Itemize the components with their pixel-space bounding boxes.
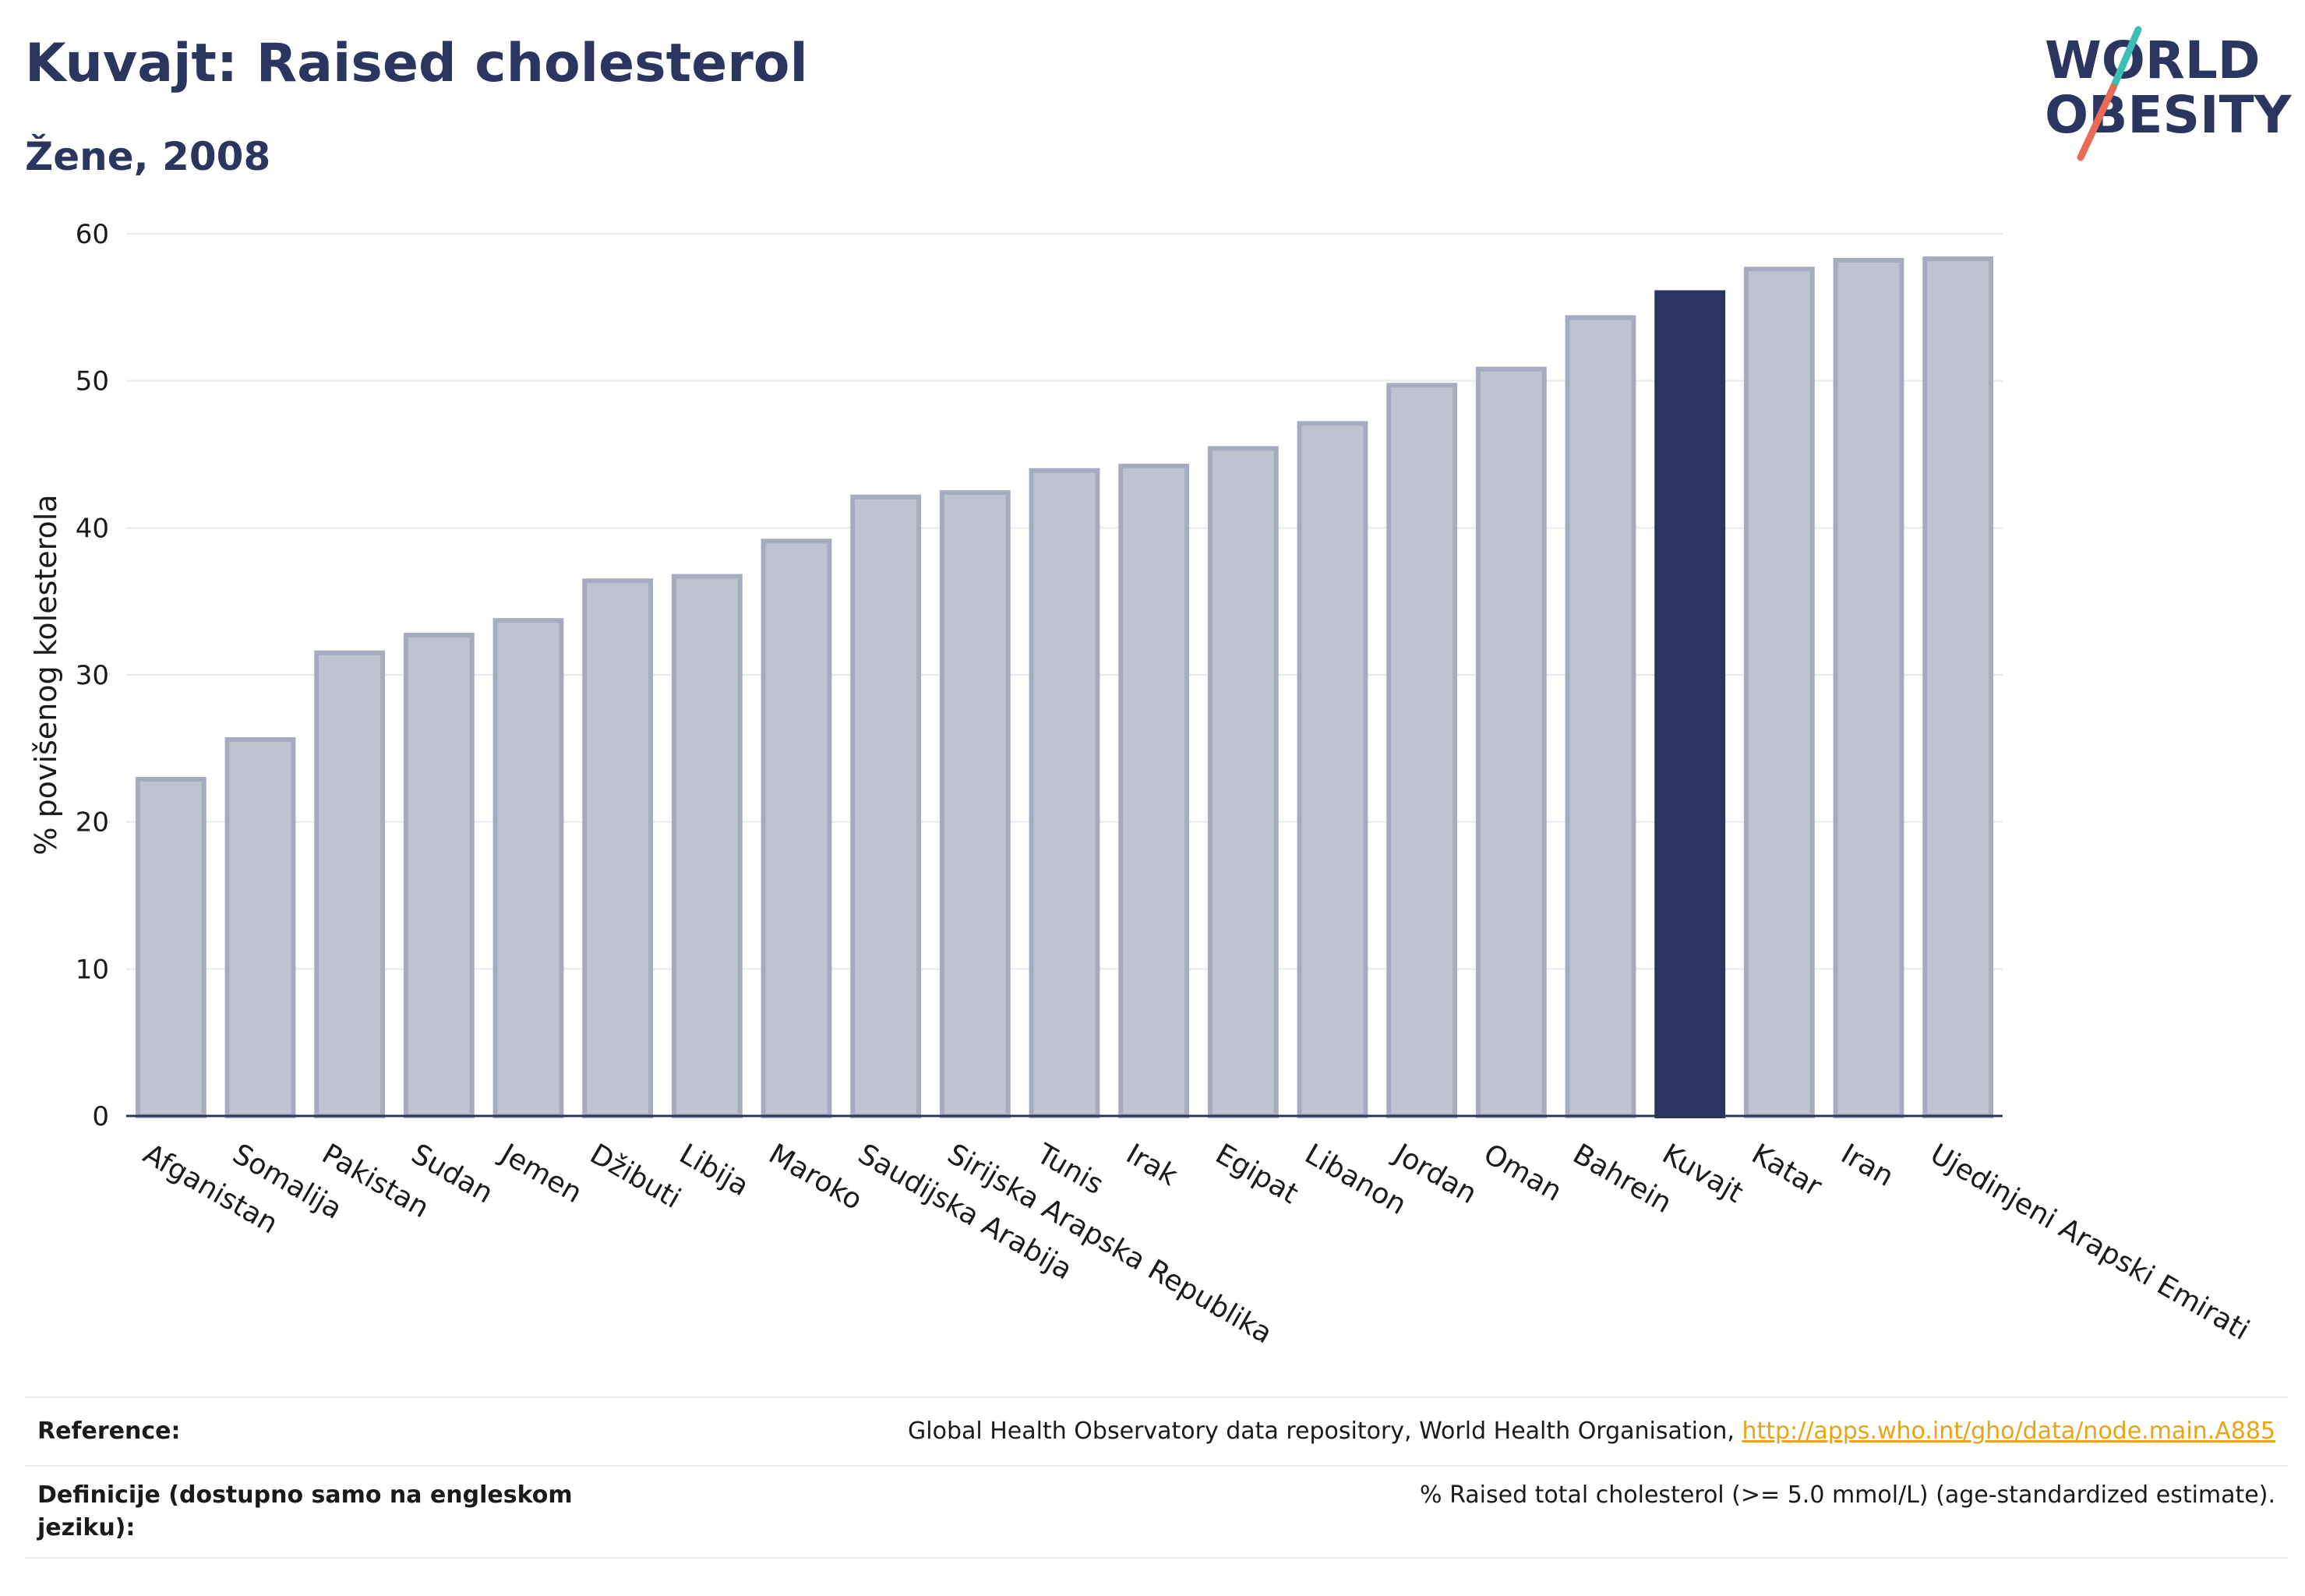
definition-label: Definicije (dostupno samo na engleskom j…: [37, 1481, 573, 1541]
y-tick-label: 60: [76, 219, 109, 250]
bar-saudijska-arabija: [850, 494, 922, 1118]
x-tick-label: Iran: [1836, 1138, 1899, 1193]
y-tick-label: 50: [76, 366, 109, 397]
reference-value: Global Health Observatory data repositor…: [908, 1415, 2275, 1448]
bar-katar: [1743, 267, 1815, 1118]
x-tick-label: Džibuti: [584, 1138, 686, 1215]
bar-somalija: [224, 737, 296, 1118]
bar-libija: [671, 574, 743, 1118]
bar-afganistan: [135, 776, 206, 1118]
reference-link[interactable]: http://apps.who.int/gho/data/node.main.A…: [1742, 1418, 2275, 1445]
bar-chart: 0 10 20 30 40 50 60 AfganistanSomalijaPakistan…: [29, 219, 2254, 1350]
bar-irak: [1118, 464, 1190, 1118]
bar-d-ibuti: [582, 578, 654, 1118]
y-tick-label: 0: [92, 1101, 109, 1132]
logo-slash-teal: [2109, 26, 2142, 91]
chart-title: Kuvajt: Raised cholesterol: [25, 33, 808, 94]
x-tick-label: Ujedinjeni Arapski Emirati: [1925, 1138, 2254, 1347]
reference-label: Reference:: [37, 1418, 181, 1445]
bar-pakistan: [314, 650, 386, 1118]
x-tick-label: Oman: [1478, 1138, 1567, 1208]
y-tick-label: 20: [76, 807, 109, 839]
bar-maroko: [761, 538, 832, 1118]
footer-divider: [25, 1465, 2288, 1467]
chart-subtitle: Žene, 2008: [25, 134, 271, 179]
bar-egipat: [1207, 446, 1279, 1118]
footer-table: Reference: Global Health Observatory dat…: [25, 1396, 2288, 1562]
logo-slash-coral: [2077, 83, 2117, 161]
x-tick-label: Bahrein: [1568, 1138, 1677, 1220]
reference-row: Reference: Global Health Observatory dat…: [25, 1415, 2288, 1462]
y-tick-label: 10: [76, 954, 109, 985]
reference-text: Global Health Observatory data repositor…: [908, 1418, 1742, 1445]
logo-word-world: WORLD: [2045, 30, 2261, 90]
logo-word-obesity: OBESITY: [2045, 85, 2293, 145]
y-axis-ticks: 0 10 20 30 40 50 60: [76, 219, 109, 1132]
bar-bahrein: [1565, 315, 1636, 1118]
bar-oman: [1475, 366, 1547, 1119]
x-tick-label: Jemen: [494, 1137, 588, 1209]
x-tick-label: Maroko: [764, 1138, 868, 1216]
x-tick-label: Irak: [1121, 1138, 1183, 1192]
x-tick-label: Egipat: [1210, 1138, 1304, 1210]
bar-jemen: [492, 618, 564, 1118]
bar-ujedinjeni-arapski-emirati: [1922, 256, 1994, 1118]
definition-row: Definicije (dostupno samo na engleskom j…: [25, 1479, 2288, 1549]
footer-bottom-border: [25, 1557, 2288, 1559]
x-tick-label: Libanon: [1300, 1138, 1412, 1221]
bars: [135, 256, 1994, 1119]
y-axis-title: % povišenog kolesterola: [29, 494, 63, 855]
y-tick-label: 30: [76, 660, 109, 691]
bar-libanon: [1297, 421, 1368, 1118]
bar-sudan: [403, 633, 475, 1118]
definition-value: % Raised total cholesterol (>= 5.0 mmol/…: [1420, 1481, 2275, 1509]
bar-jordan: [1386, 383, 1458, 1118]
bar-kuvajt: [1654, 290, 1726, 1118]
x-axis-labels: AfganistanSomalijaPakistanSudanJemenDžib…: [138, 1137, 2254, 1350]
world-obesity-logo: WORLD OBESITY: [2045, 26, 2293, 161]
bar-sirijska-arapska-republika: [939, 490, 1011, 1118]
bar-iran: [1833, 257, 1904, 1119]
x-tick-label: Libija: [674, 1138, 754, 1202]
bar-tunis: [1029, 468, 1100, 1118]
y-tick-label: 40: [76, 513, 109, 544]
x-tick-label: Katar: [1746, 1138, 1827, 1203]
